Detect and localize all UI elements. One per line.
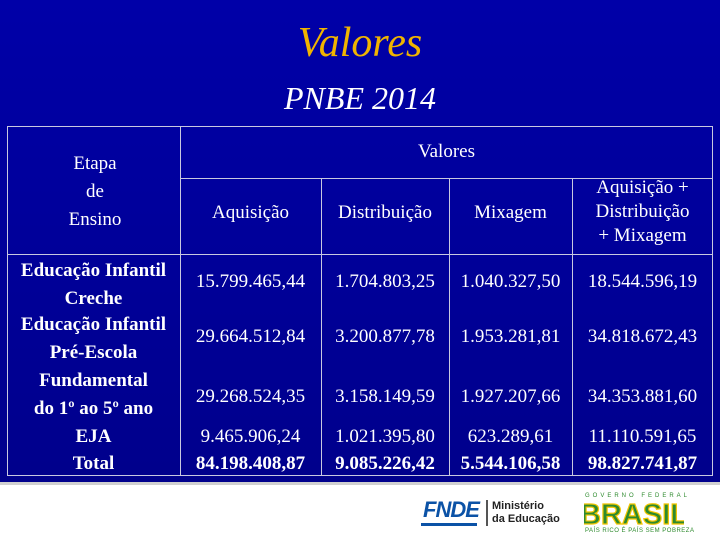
table-cell: 3.158.149,59 <box>335 386 435 407</box>
table-cell: 1.927.207,66 <box>460 386 561 407</box>
svg-text:BRASIL: BRASIL <box>584 499 684 528</box>
total-cell: 84.198.408,87 <box>195 453 306 474</box>
fnde-logo-underline <box>421 523 477 526</box>
total-cell: 98.827.741,87 <box>587 453 698 474</box>
table-cell: 34.818.672,43 <box>587 326 698 347</box>
slide-title: Valores <box>297 20 423 66</box>
total-cell: 9.085.226,42 <box>335 453 435 474</box>
col-header-aquisicao: Aquisição <box>211 202 290 223</box>
table-divider <box>7 254 713 255</box>
fnde-logo: FNDE <box>423 497 480 522</box>
table-cell: 29.664.512,84 <box>195 326 306 347</box>
total-cell: 5.544.106,58 <box>460 453 561 474</box>
table-cell: 15.799.465,44 <box>195 271 306 292</box>
table-cell: 34.353.881,60 <box>587 386 698 407</box>
row-label: Educação Infantil Pré-Escola <box>20 314 167 363</box>
table-cell: 9.465.906,24 <box>200 426 301 447</box>
group-header: Valores <box>418 141 475 162</box>
row-label: Educação Infantil Creche <box>20 260 167 309</box>
row-label: EJA <box>75 426 112 447</box>
table-divider <box>180 178 713 179</box>
table-cell: 1.040.327,50 <box>460 271 561 292</box>
brasil-logo: BRASIL <box>584 498 684 528</box>
table-divider <box>321 178 322 476</box>
col-header-total: Aquisição + Distribuição + Mixagem <box>595 177 690 246</box>
table-divider <box>180 126 181 476</box>
values-table <box>7 126 713 476</box>
table-cell: 1.021.395,80 <box>335 426 435 447</box>
slide-subtitle: PNBE 2014 <box>284 80 436 116</box>
table-cell: 11.110.591,65 <box>588 426 697 447</box>
table-cell: 3.200.877,78 <box>335 326 435 347</box>
ministerio-logo: Ministério da Educação <box>486 500 560 526</box>
footer-bar <box>0 482 720 540</box>
stub-header: Etapa de Ensino <box>68 153 122 230</box>
table-cell: 1.704.803,25 <box>335 271 435 292</box>
table-cell: 29.268.524,35 <box>195 386 306 407</box>
table-divider <box>449 178 450 476</box>
governo-federal-label: GOVERNO FEDERAL <box>585 493 691 499</box>
table-cell: 18.544.596,19 <box>587 271 698 292</box>
table-cell: 623.289,61 <box>467 426 554 447</box>
col-header-distribuicao: Distribuição <box>338 202 432 223</box>
col-header-mixagem: Mixagem <box>474 202 547 223</box>
brasil-slogan: PAÍS RICO É PAÍS SEM POBREZA <box>585 528 695 534</box>
footer-divider <box>0 482 720 485</box>
row-label: Total <box>72 453 115 474</box>
row-label: Fundamental do 1º ao 5º ano <box>33 370 154 419</box>
table-divider <box>572 178 573 476</box>
table-cell: 1.953.281,81 <box>460 326 561 347</box>
